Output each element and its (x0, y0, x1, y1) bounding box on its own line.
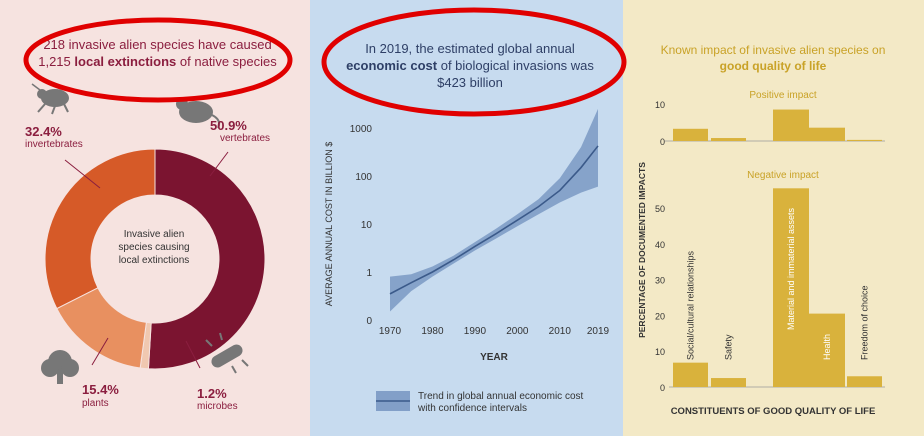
neg-y-tick: 10 (655, 347, 665, 357)
qol-x-axis-label: CONSTITUENTS OF GOOD QUALITY OF LIFE (671, 406, 876, 417)
positive-bar (809, 127, 845, 141)
pct-invertebrates: 32.4% (25, 124, 62, 139)
positive-bar (711, 138, 746, 141)
pos-y-tick: 10 (655, 100, 665, 110)
label-vertebrates: vertebrates (220, 133, 271, 144)
negative-bar (773, 188, 809, 387)
neg-y-tick: 20 (655, 311, 665, 321)
pct-microbes: 1.2% (197, 386, 227, 401)
positive-bar (673, 128, 708, 141)
negative-bar (809, 313, 845, 387)
headline-bold: good quality of life (719, 59, 827, 73)
trend-line (389, 145, 599, 295)
economic-cost-panel: In 2019, the estimated global annual eco… (310, 0, 623, 436)
quality-of-life-panel: Known impact of invasive alien species o… (623, 0, 924, 436)
cost-legend-label: Trend in global annual economic cost wit… (418, 391, 584, 414)
tree-icon (41, 350, 79, 384)
x-axis-label: YEAR (480, 352, 509, 363)
x-tick-label: 1980 (421, 326, 444, 337)
negative-title: Negative impact (747, 170, 819, 181)
y-tick-label: 0 (366, 316, 372, 327)
donut-ring (44, 148, 266, 370)
y-tick-label: 1 (366, 268, 372, 279)
cost-line-chart: 0 1 10 100 1000 1970 1980 1990 2000 2010 2019 YEAR A… (324, 108, 610, 411)
label-plants: plants (82, 398, 109, 409)
x-tick-label: 1970 (379, 326, 402, 337)
qol-bar-charts: 0 10 0 10 20 30 40 50 Social/cultural relationsh… (637, 100, 885, 417)
category-label: Safety (724, 334, 734, 360)
category-label: Material and immaterial assets (786, 207, 796, 330)
connector-vertebrates (209, 151, 229, 177)
y-axis-label: AVERAGE ANNUAL COST IN BILLION $ (324, 142, 334, 306)
neg-y-tick: 40 (655, 240, 665, 250)
legend-swatch (376, 391, 410, 411)
negative-bar (673, 362, 708, 387)
label-invertebrates: invertebrates (25, 139, 83, 150)
microbe-icon (205, 332, 249, 374)
insect-icon (31, 83, 69, 115)
category-label: Health (822, 334, 832, 360)
qol-y-axis-label: PERCENTAGE OF DOCUMENTED IMPACTS (637, 162, 647, 338)
donut-slice-invertebrates (44, 148, 156, 310)
headline-text: Known impact of invasive alien species o… (660, 43, 886, 57)
x-tick-label: 2000 (506, 326, 529, 337)
positive-bar (773, 109, 809, 141)
neg-y-tick: 50 (655, 204, 665, 214)
label-microbes: microbes (197, 401, 238, 412)
x-tick-label: 2010 (549, 326, 572, 337)
donut-center-label: Invasive alien species causing local ext… (118, 229, 190, 266)
negative-bar (711, 378, 746, 387)
y-tick-label: 1000 (350, 124, 373, 135)
connector-microbes (185, 340, 201, 369)
x-tick-label: 2019 (587, 326, 610, 337)
y-tick-label: 100 (355, 172, 372, 183)
neg-y-tick: 0 (660, 383, 665, 393)
extinctions-panel: 218 invasive alien species have caused 1… (0, 0, 310, 436)
donut-slice-vertebrates (147, 148, 266, 370)
positive-bar (847, 139, 882, 141)
pct-plants: 15.4% (82, 382, 119, 397)
negative-bar (847, 376, 882, 387)
pos-y-tick: 0 (660, 137, 665, 147)
connector-plants (91, 337, 109, 366)
category-label: Freedom of choice (860, 285, 870, 360)
donut-chart (31, 83, 266, 384)
x-tick-label: 1990 (464, 326, 487, 337)
qol-headline: Known impact of invasive alien species o… (653, 42, 893, 74)
neg-y-tick: 30 (655, 276, 665, 286)
category-label: Social/cultural relationships (686, 250, 696, 360)
y-tick-label: 10 (361, 220, 373, 231)
confidence-band (390, 108, 598, 312)
positive-title: Positive impact (749, 90, 817, 101)
pct-vertebrates: 50.9% (210, 118, 247, 133)
connector-invertebrates (64, 159, 101, 189)
